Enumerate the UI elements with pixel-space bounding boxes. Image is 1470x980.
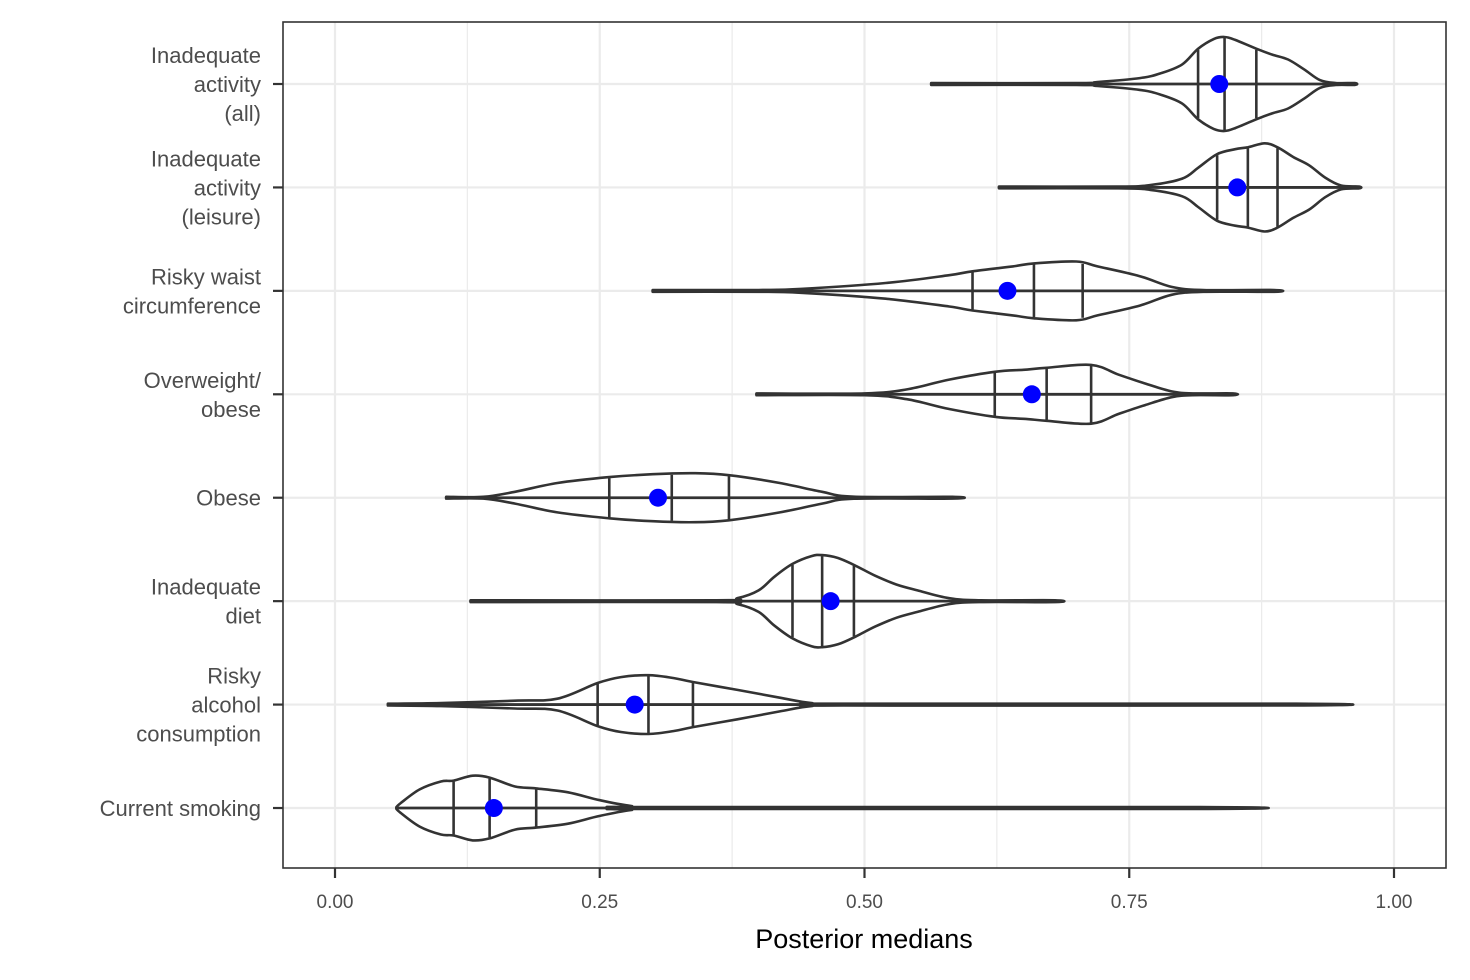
x-tick-label: 0.00 <box>317 892 354 913</box>
violin <box>651 260 1285 322</box>
x-axis: 0.00 0.25 0.50 0.75 1.00 <box>317 868 1413 913</box>
y-tick-label: Current smoking <box>100 796 261 821</box>
y-tick-label: (leisure) <box>182 204 261 229</box>
x-tick-label: 0.25 <box>581 892 618 913</box>
y-tick-label: activity <box>194 72 261 97</box>
point-estimate <box>484 799 503 818</box>
violin <box>929 35 1359 133</box>
y-tick-label: Inadequate <box>151 43 261 68</box>
violin <box>997 142 1363 233</box>
violin <box>444 471 966 524</box>
y-axis: Inadequate activity (all) Inadequate activit… <box>100 43 283 821</box>
y-tick-label: Risky waist <box>151 264 261 289</box>
violin <box>386 673 1355 736</box>
point-estimate <box>1022 385 1041 404</box>
point-estimate <box>648 488 667 507</box>
y-tick-label: obese <box>201 397 261 422</box>
y-tick-label: (all) <box>224 101 261 126</box>
violins <box>386 35 1363 842</box>
violin <box>755 363 1240 426</box>
y-tick-label: activity <box>194 175 261 200</box>
y-tick-label: Obese <box>196 486 261 511</box>
y-tick-label: diet <box>226 604 261 629</box>
y-tick-label: consumption <box>136 722 261 747</box>
point-estimate <box>998 281 1017 300</box>
violin <box>395 774 1270 842</box>
x-tick-label: 0.75 <box>1111 892 1148 913</box>
y-tick-label: Inadequate <box>151 146 261 171</box>
point-estimate <box>625 695 644 714</box>
y-tick-label: circumference <box>123 293 261 318</box>
point-estimate <box>821 592 840 611</box>
violin <box>469 553 1066 649</box>
y-tick-label: alcohol <box>191 693 261 718</box>
point-estimate <box>1210 75 1229 93</box>
y-tick-label: Overweight/ <box>144 368 262 393</box>
point-estimate <box>1228 178 1247 197</box>
x-tick-label: 0.50 <box>846 892 883 913</box>
y-tick-label: Inadequate <box>151 575 261 600</box>
y-tick-label: Risky <box>207 664 261 689</box>
x-tick-label: 1.00 <box>1376 892 1413 913</box>
x-axis-title: Posterior medians <box>755 924 973 954</box>
